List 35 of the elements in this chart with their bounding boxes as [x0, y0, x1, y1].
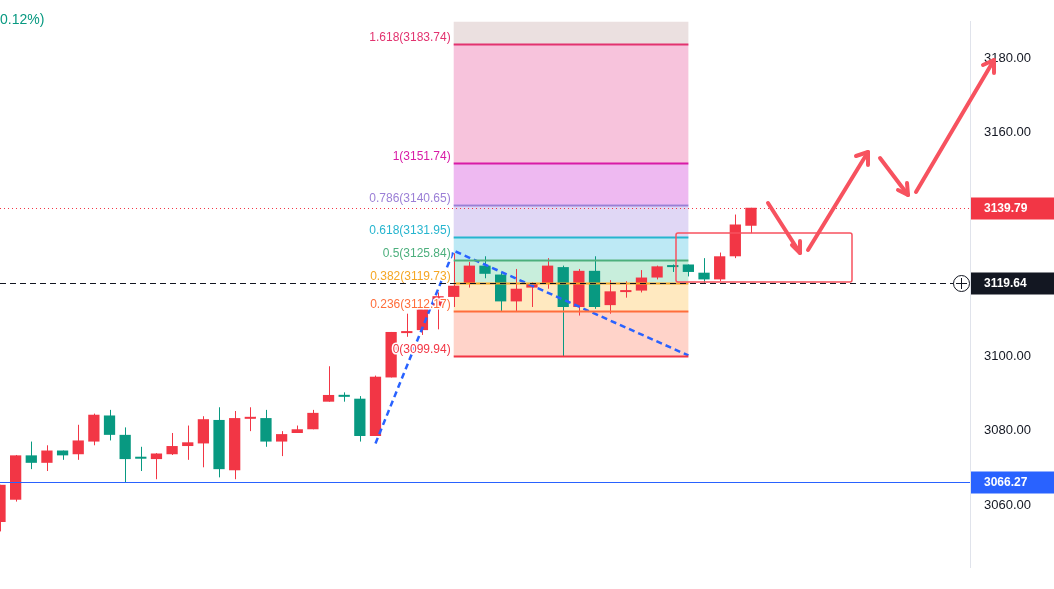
candlestick: [479, 255, 491, 279]
ref-line-label: 1(3151.74): [392, 148, 451, 163]
annotation: 0.12%): [0, 10, 45, 27]
candlestick: [166, 432, 178, 456]
y-tick-label: 3080.00: [984, 422, 1031, 438]
candlestick: [714, 252, 726, 282]
candlestick: [541, 257, 554, 290]
candlestick: [72, 424, 84, 461]
candlestick: [401, 313, 413, 338]
candlestick: [103, 409, 116, 441]
ref-line-label: 1.618(3183.74): [369, 29, 451, 44]
y-tick-label: 3060.00: [984, 496, 1031, 512]
candlestick: [463, 261, 475, 289]
candlestick: [150, 452, 163, 480]
candlestick: [604, 279, 616, 315]
ref-line-label: 0.618(3131.95): [369, 222, 451, 237]
candlestick: [182, 425, 194, 461]
candlestick: [698, 257, 710, 284]
ref-line-label: 3066.27: [984, 474, 1028, 489]
candlestick: [275, 430, 288, 457]
candlestick: [41, 444, 53, 472]
candlestick: [510, 268, 522, 313]
ref-line-label: 0.382(3119.73): [370, 268, 451, 283]
candlestick: [244, 406, 256, 432]
ref-line-label: 3139.79: [984, 200, 1028, 215]
ref-line-label: 3119.64: [984, 275, 1028, 290]
candlestick: [260, 409, 272, 448]
y-tick-label: 3160.00: [984, 124, 1031, 140]
ref-line-label: 0.5(3125.84): [382, 245, 451, 260]
candlestick: [322, 365, 335, 403]
candlestick: [448, 252, 460, 308]
ref-line-label: 0.786(3140.65): [369, 190, 451, 205]
y-tick-label: 3100.00: [984, 347, 1031, 363]
candlestick: [25, 441, 37, 470]
candlestick: [135, 446, 147, 472]
